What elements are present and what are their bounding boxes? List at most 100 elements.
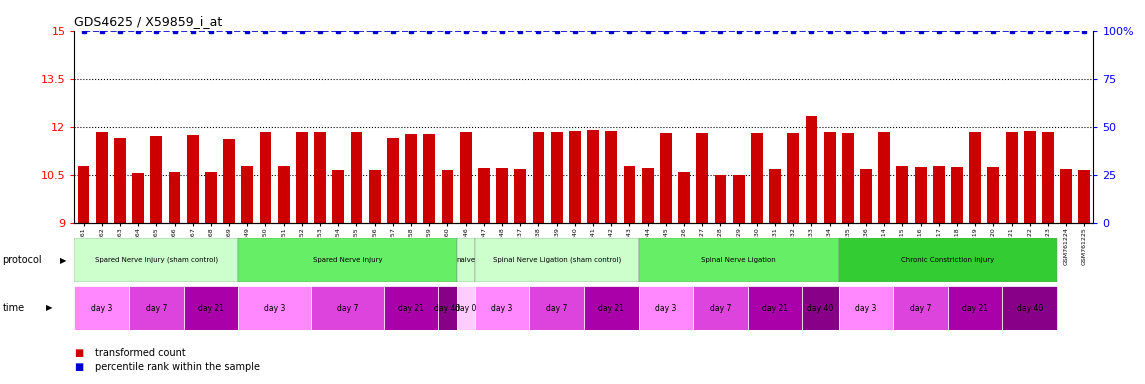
Bar bbox=[278, 166, 290, 223]
Bar bbox=[987, 167, 1000, 223]
Bar bbox=[168, 172, 181, 223]
Bar bbox=[132, 173, 144, 223]
Bar bbox=[1024, 131, 1036, 223]
Text: day 3: day 3 bbox=[491, 304, 513, 313]
Bar bbox=[584, 286, 639, 330]
Bar bbox=[748, 286, 803, 330]
Bar bbox=[439, 286, 457, 330]
Text: day 0: day 0 bbox=[455, 304, 476, 313]
Text: day 21: day 21 bbox=[598, 304, 624, 313]
Bar bbox=[496, 168, 508, 223]
Bar bbox=[187, 135, 198, 223]
Bar bbox=[205, 172, 216, 223]
Bar bbox=[678, 172, 690, 223]
Bar bbox=[114, 138, 126, 223]
Bar bbox=[183, 286, 238, 330]
Bar bbox=[805, 116, 818, 223]
Text: day 3: day 3 bbox=[855, 304, 877, 313]
Bar bbox=[424, 134, 435, 223]
Text: day 7: day 7 bbox=[145, 304, 167, 313]
Bar bbox=[475, 286, 529, 330]
Bar bbox=[384, 286, 439, 330]
Text: ▶: ▶ bbox=[46, 303, 53, 313]
Bar bbox=[78, 166, 89, 223]
Bar bbox=[475, 238, 639, 282]
Bar bbox=[751, 133, 763, 223]
Bar bbox=[514, 169, 527, 223]
Text: GDS4625 / X59859_i_at: GDS4625 / X59859_i_at bbox=[74, 15, 222, 28]
Bar bbox=[238, 286, 311, 330]
Bar bbox=[350, 132, 363, 223]
Text: day 7: day 7 bbox=[546, 304, 567, 313]
Text: day 40: day 40 bbox=[1017, 304, 1043, 313]
Bar bbox=[1060, 169, 1072, 223]
Text: time: time bbox=[2, 303, 24, 313]
Bar bbox=[641, 168, 654, 223]
Bar bbox=[314, 132, 326, 223]
Bar bbox=[1079, 170, 1090, 223]
Bar bbox=[74, 286, 129, 330]
Text: day 21: day 21 bbox=[763, 304, 788, 313]
Bar bbox=[74, 238, 238, 282]
Bar bbox=[639, 286, 693, 330]
Text: day 7: day 7 bbox=[710, 304, 732, 313]
Bar bbox=[457, 286, 475, 330]
Bar bbox=[714, 175, 726, 223]
Bar bbox=[803, 286, 838, 330]
Bar bbox=[951, 167, 963, 223]
Text: day 3: day 3 bbox=[92, 304, 112, 313]
Bar bbox=[970, 132, 981, 223]
Bar bbox=[242, 166, 253, 223]
Bar bbox=[1042, 132, 1053, 223]
Bar bbox=[96, 132, 108, 223]
Bar bbox=[788, 133, 799, 223]
Text: ■: ■ bbox=[74, 348, 84, 358]
Text: day 7: day 7 bbox=[337, 304, 358, 313]
Text: day 21: day 21 bbox=[198, 304, 224, 313]
Bar bbox=[260, 132, 271, 223]
Bar bbox=[769, 169, 781, 223]
Text: day 21: day 21 bbox=[398, 304, 424, 313]
Bar bbox=[223, 139, 235, 223]
Bar bbox=[551, 132, 562, 223]
Bar bbox=[457, 238, 475, 282]
Bar bbox=[477, 168, 490, 223]
Bar bbox=[529, 286, 584, 330]
Bar bbox=[150, 136, 163, 223]
Text: naive: naive bbox=[456, 257, 475, 263]
Text: day 7: day 7 bbox=[910, 304, 931, 313]
Bar bbox=[897, 166, 908, 223]
Bar bbox=[842, 133, 854, 223]
Text: Spinal Nerve Ligation: Spinal Nerve Ligation bbox=[701, 257, 776, 263]
Bar bbox=[639, 238, 838, 282]
Bar bbox=[311, 286, 384, 330]
Bar bbox=[893, 286, 948, 330]
Text: day 21: day 21 bbox=[962, 304, 988, 313]
Text: day 40: day 40 bbox=[807, 304, 834, 313]
Bar bbox=[587, 130, 599, 223]
Bar bbox=[460, 132, 472, 223]
Text: percentile rank within the sample: percentile rank within the sample bbox=[95, 362, 260, 372]
Bar bbox=[295, 132, 308, 223]
Bar bbox=[948, 286, 1003, 330]
Bar bbox=[405, 134, 417, 223]
Bar bbox=[1005, 132, 1018, 223]
Bar bbox=[606, 131, 617, 223]
Text: day 40: day 40 bbox=[434, 304, 460, 313]
Text: protocol: protocol bbox=[2, 255, 42, 265]
Text: Spared Nerve Injury (sham control): Spared Nerve Injury (sham control) bbox=[95, 257, 218, 263]
Bar bbox=[660, 133, 672, 223]
Bar bbox=[442, 170, 453, 223]
Bar bbox=[624, 166, 635, 223]
Bar bbox=[696, 133, 708, 223]
Bar bbox=[369, 170, 380, 223]
Bar bbox=[823, 132, 836, 223]
Text: ▶: ▶ bbox=[60, 256, 66, 265]
Bar bbox=[838, 238, 1057, 282]
Bar bbox=[532, 132, 544, 223]
Text: Spinal Nerve Ligation (sham control): Spinal Nerve Ligation (sham control) bbox=[492, 257, 621, 263]
Text: ■: ■ bbox=[74, 362, 84, 372]
Bar bbox=[693, 286, 748, 330]
Text: day 3: day 3 bbox=[263, 304, 285, 313]
Bar bbox=[860, 169, 872, 223]
